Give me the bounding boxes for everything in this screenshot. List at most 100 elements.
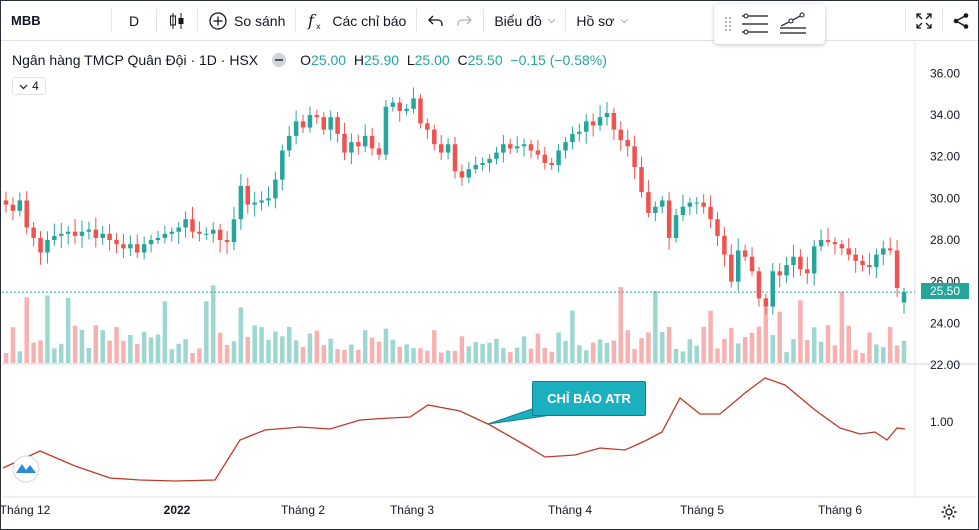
volume-bar: [128, 334, 133, 363]
volume-bar: [210, 285, 216, 363]
volume-bar: [597, 339, 603, 363]
candle-body: [501, 144, 506, 153]
horizontal-lines-icon[interactable]: [740, 12, 770, 36]
open-value: 25.00: [311, 52, 347, 68]
trend-lines-icon[interactable]: [778, 12, 808, 36]
settings-button[interactable]: [938, 501, 960, 523]
x-tick-label: Tháng 5: [680, 503, 724, 517]
redo-icon: [457, 15, 473, 26]
y-tick-label: 34.00: [930, 108, 960, 122]
candle-body: [10, 204, 16, 211]
candle-body: [874, 254, 879, 268]
volume-bar: [853, 350, 858, 363]
candle-body: [65, 231, 71, 234]
candle-body: [666, 200, 672, 238]
volume-bar: [694, 345, 700, 363]
volume-bar: [176, 343, 181, 363]
volume-bar: [38, 340, 43, 363]
indicator-count: 4: [32, 79, 39, 93]
collapse-indicators-button[interactable]: 4: [12, 77, 46, 95]
volume-bar: [197, 348, 202, 363]
volume-bar: [169, 349, 175, 363]
undo-button[interactable]: [417, 1, 455, 41]
candle-body: [459, 171, 465, 178]
atr-line: [2, 377, 906, 482]
drag-handle-icon[interactable]: [724, 16, 732, 32]
hide-series-button[interactable]: [272, 53, 287, 67]
candle-body: [528, 144, 534, 151]
compare-button[interactable]: So sánh: [198, 1, 295, 41]
candle-body: [356, 142, 361, 147]
candle-body: [556, 150, 561, 166]
candle-body: [45, 240, 50, 253]
candle-body: [811, 246, 817, 274]
volume-bar: [770, 335, 775, 363]
chart-type-dropdown[interactable]: Biểu đồ ⌵: [484, 1, 565, 41]
candle-body: [252, 202, 257, 205]
candle-body: [38, 237, 43, 253]
volume-bar: [708, 310, 713, 363]
volume-bar: [107, 340, 112, 363]
candle-body: [694, 202, 700, 204]
brand-logo-icon: [12, 455, 40, 483]
volume-bar: [273, 331, 278, 363]
candle-body: [362, 135, 368, 147]
volume-bar: [231, 341, 237, 363]
volume-bar: [604, 342, 610, 363]
volume-bar: [784, 352, 789, 363]
candle-style-button[interactable]: [157, 1, 197, 41]
volume-bar: [286, 326, 292, 363]
volume-bar: [183, 339, 188, 363]
candle-body: [286, 135, 292, 151]
candle-body: [618, 129, 624, 141]
volume-bar: [79, 330, 85, 363]
volume-bar: [418, 348, 423, 363]
last-price-label: 25.50: [921, 283, 969, 299]
volume-bar: [881, 347, 886, 363]
volume-bar: [404, 344, 409, 363]
volume-bar: [397, 346, 402, 363]
volume-bar: [887, 326, 893, 363]
candle-body: [197, 231, 202, 234]
interval-button[interactable]: D: [112, 1, 156, 41]
candle-body: [397, 102, 402, 111]
candle-body: [625, 140, 630, 147]
candle-body: [514, 146, 520, 149]
volume-bar: [425, 350, 430, 363]
candle-body: [763, 298, 769, 307]
candle-body: [383, 106, 389, 155]
candle-body: [266, 198, 271, 201]
share-button[interactable]: [943, 1, 979, 41]
volume-bar: [411, 348, 416, 363]
fullscreen-button[interactable]: [906, 1, 942, 41]
volume-bar: [307, 333, 313, 363]
candle-body: [204, 233, 209, 235]
candle-body: [141, 244, 147, 253]
y-tick-label: 30.00: [930, 191, 960, 205]
candle-body: [231, 219, 237, 243]
volume-bar: [466, 346, 472, 363]
redo-button[interactable]: [455, 1, 483, 41]
volume-bar: [632, 349, 637, 363]
candle-body: [563, 142, 568, 151]
chevron-down-icon: ⌵: [547, 15, 556, 26]
svg-text:f: f: [307, 11, 317, 30]
volume-bar: [673, 348, 679, 363]
undo-icon: [428, 15, 443, 26]
candle-body: [832, 242, 838, 245]
symbol-search-button[interactable]: MBB: [1, 1, 111, 41]
candle-body: [742, 250, 748, 257]
candle-body: [293, 121, 299, 136]
candle-body: [445, 144, 451, 153]
candle-body: [183, 219, 188, 228]
candle-body: [72, 231, 78, 236]
volume-bar: [266, 339, 271, 363]
candle-body: [238, 185, 244, 220]
candle-body: [342, 133, 347, 153]
profile-dropdown[interactable]: Hồ sơ ⌵: [566, 1, 638, 41]
volume-bar: [867, 332, 872, 363]
